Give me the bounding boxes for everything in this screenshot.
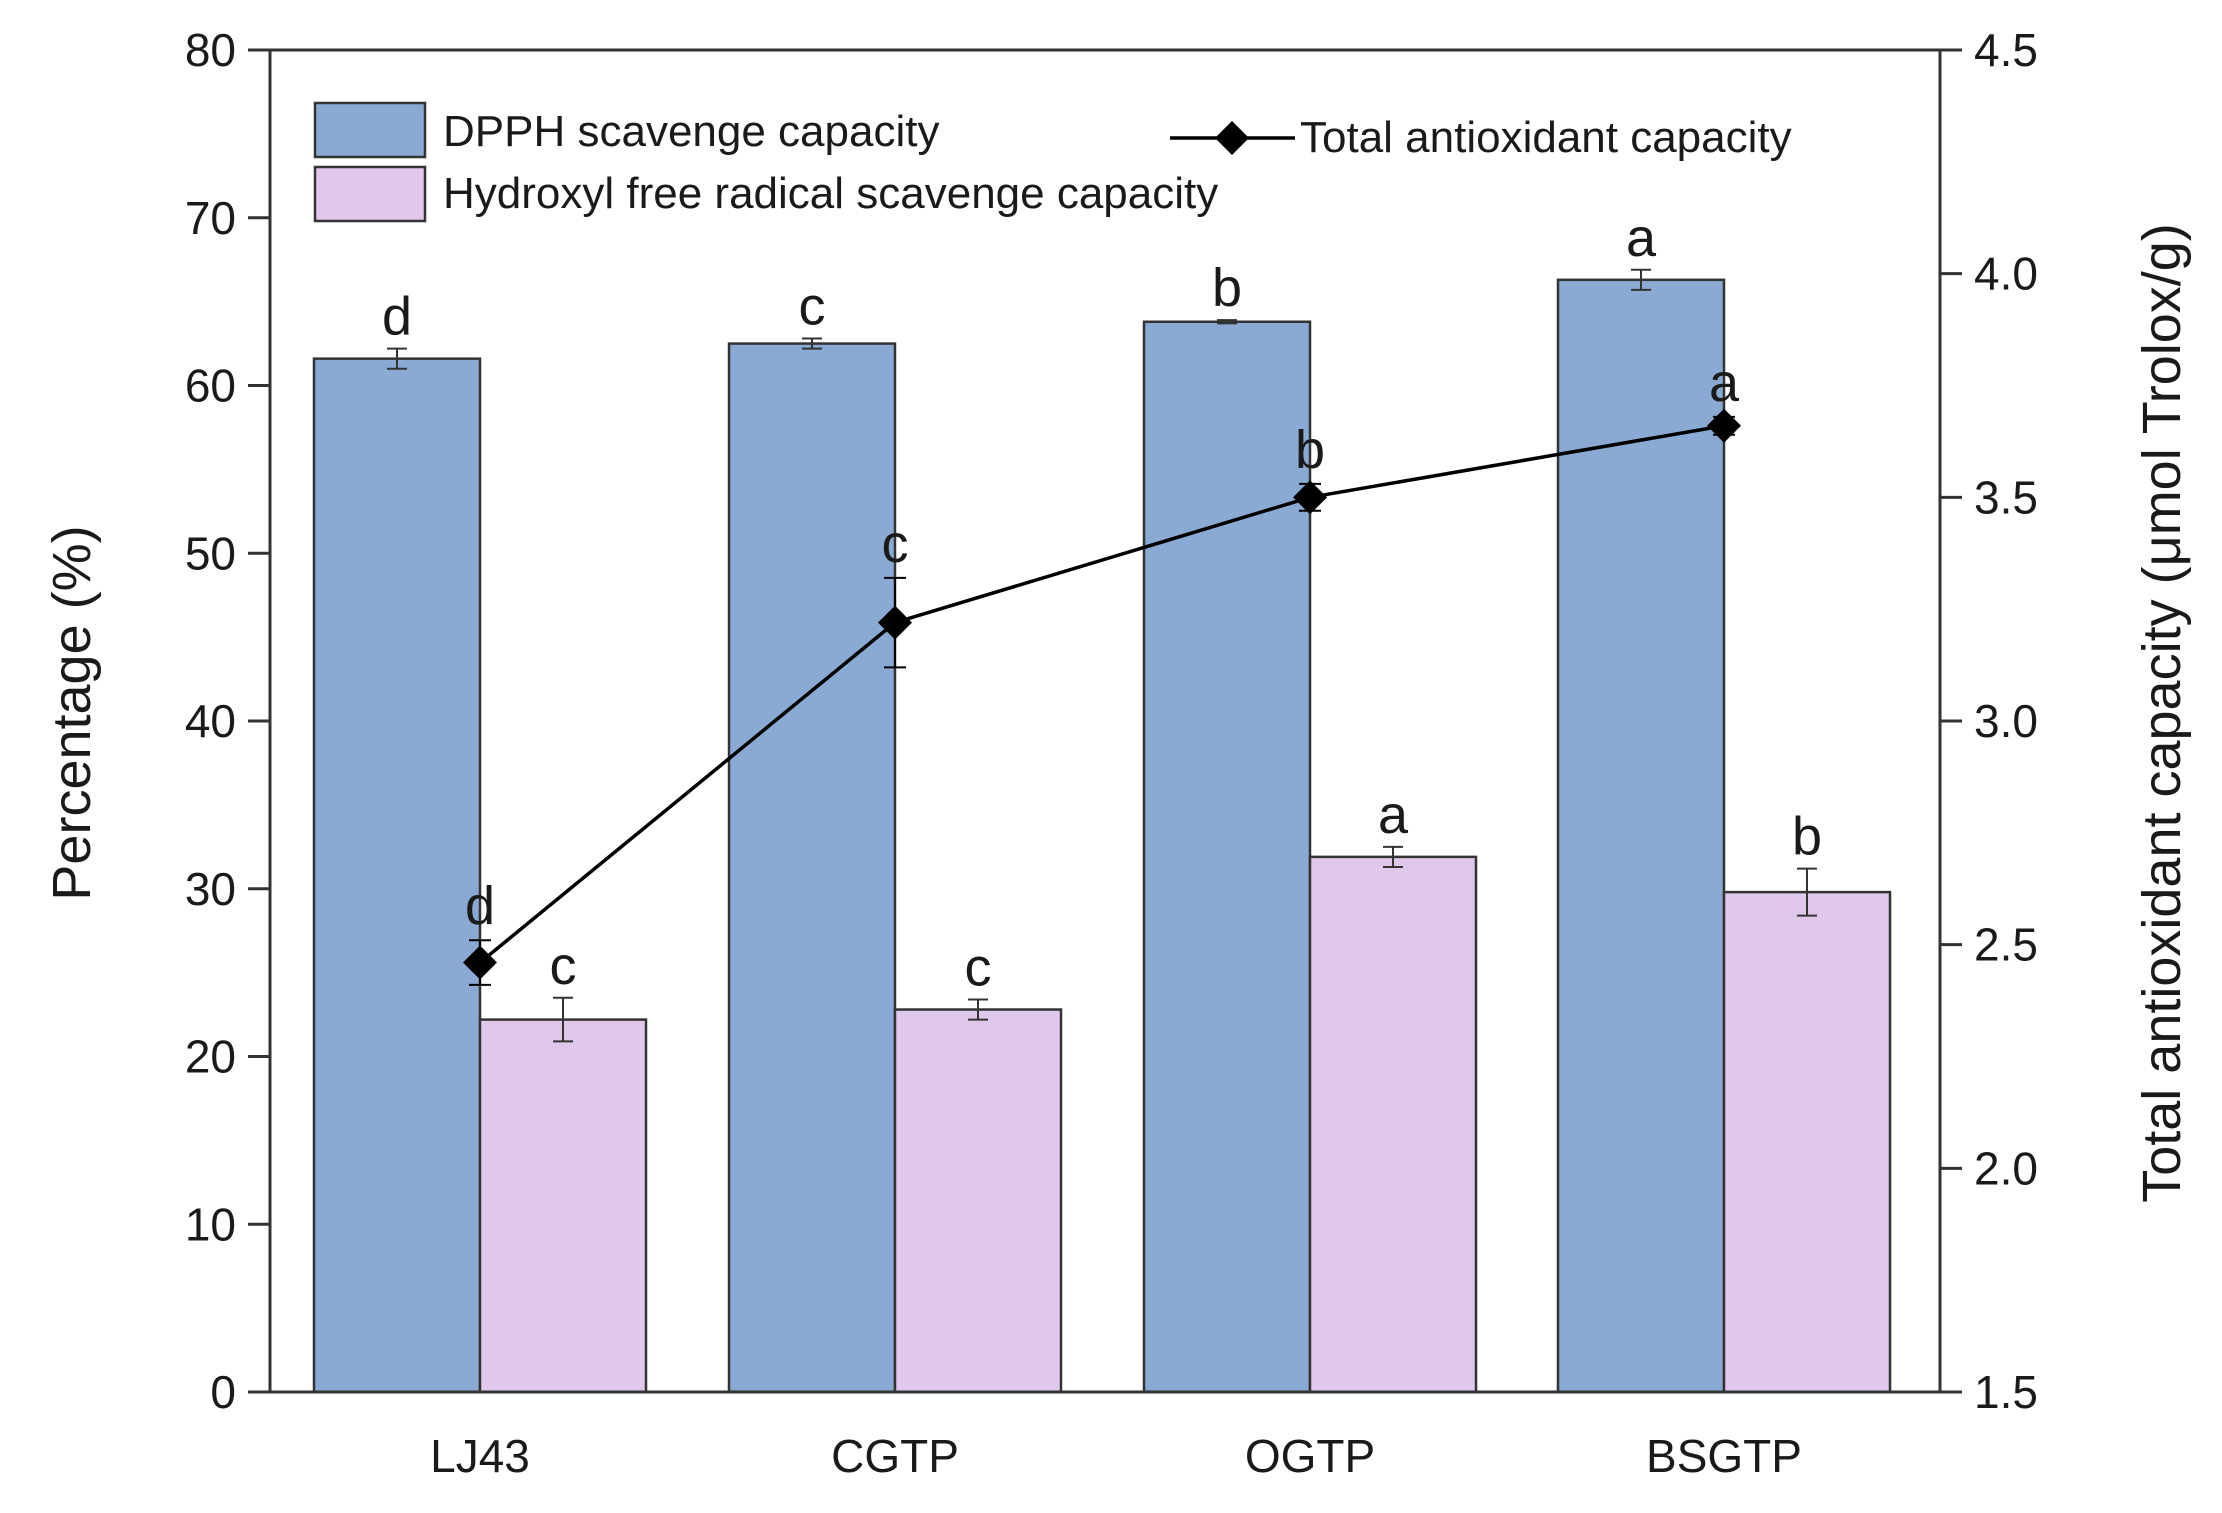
y-tick-label-right: 2.0: [1974, 1142, 2038, 1194]
bars-layer: d c bac ca b: [312, 208, 1892, 1394]
y-tick-label-right: 4.5: [1974, 24, 2038, 76]
diamond-marker-cgtp: [878, 605, 912, 640]
bar-dpph-lj43: [312, 357, 482, 1394]
diamond-marker-ogtp: [1293, 480, 1327, 515]
axes-layer: 0 10 20 30 40 50 60 70 80 1.5 2.0 2.5 3.0 3.5 4.0 4.5 LJ…: [185, 24, 2038, 1482]
y-tick-label-right: 4.0: [1974, 248, 2038, 300]
y-tick-label-left: 50: [185, 527, 236, 579]
x-tick-label-cgtp: CGTP: [831, 1430, 959, 1482]
y-tick-label-left: 80: [185, 24, 236, 76]
y-tick-label-left: 40: [185, 695, 236, 747]
significance-letter: c: [965, 937, 992, 997]
bar-hydroxyl-ogtp: [1308, 855, 1478, 1394]
y-tick-label-left: 0: [210, 1366, 236, 1418]
y-tick-label-right: 1.5: [1974, 1366, 2038, 1418]
bar-dpph-cgtp: [727, 342, 897, 1394]
significance-letter-line: b: [1295, 420, 1325, 480]
bar-hydroxyl-cgtp: [893, 1008, 1063, 1394]
x-tick-label-lj43: LJ43: [430, 1430, 530, 1482]
y-tick-label-right: 2.5: [1974, 919, 2038, 971]
x-tick-label-bsgtp: BSGTP: [1646, 1430, 1802, 1482]
legend-label-dpph: DPPH scavenge capacity: [443, 107, 939, 156]
significance-letter: b: [1792, 807, 1822, 867]
significance-letter-line: a: [1709, 353, 1740, 413]
y-tick-label-left: 20: [185, 1031, 236, 1083]
legend-label-total-antioxidant: Total antioxidant capacity: [1300, 113, 1792, 162]
significance-letter: a: [1626, 208, 1657, 268]
significance-letter: c: [799, 277, 826, 337]
bar-hydroxyl-lj43: [478, 1018, 648, 1394]
significance-letter: d: [382, 287, 412, 347]
bar-dpph-ogtp: [1142, 320, 1312, 1394]
significance-letter: c: [550, 936, 577, 996]
y-tick-label-left: 30: [185, 863, 236, 915]
significance-letter-line: c: [882, 514, 909, 574]
y-axis-title-left: Percentage (%): [42, 525, 102, 900]
y-tick-label-right: 3.5: [1974, 471, 2038, 523]
significance-letter: b: [1212, 258, 1242, 318]
bar-hydroxyl-bsgtp: [1722, 890, 1892, 1394]
diamond-marker-lj43: [463, 945, 497, 980]
significance-letter-line: d: [465, 876, 495, 936]
legend: DPPH scavenge capacity Hydroxyl free radi…: [313, 101, 1792, 223]
y-axis-title-right: Total antioxidant capacity (μmol Trolox/…: [2132, 223, 2192, 1203]
y-tick-label-right: 3.0: [1974, 695, 2038, 747]
legend-diamond-icon: [1215, 121, 1249, 155]
x-tick-label-ogtp: OGTP: [1245, 1430, 1375, 1482]
bar-dpph-bsgtp: [1556, 278, 1726, 1394]
series-line-total-antioxidant: [478, 424, 1725, 964]
significance-letter: a: [1378, 785, 1409, 845]
legend-swatch-hydroxyl: [313, 165, 427, 223]
y-tick-label-left: 10: [185, 1198, 236, 1250]
line-layer: d c b a: [463, 353, 1741, 986]
y-tick-label-left: 60: [185, 360, 236, 412]
legend-label-hydroxyl: Hydroxyl free radical scavenge capacity: [443, 169, 1218, 218]
y-tick-label-left: 70: [185, 192, 236, 244]
diamond-marker-bsgtp: [1707, 408, 1741, 443]
legend-swatch-dpph: [313, 101, 427, 159]
